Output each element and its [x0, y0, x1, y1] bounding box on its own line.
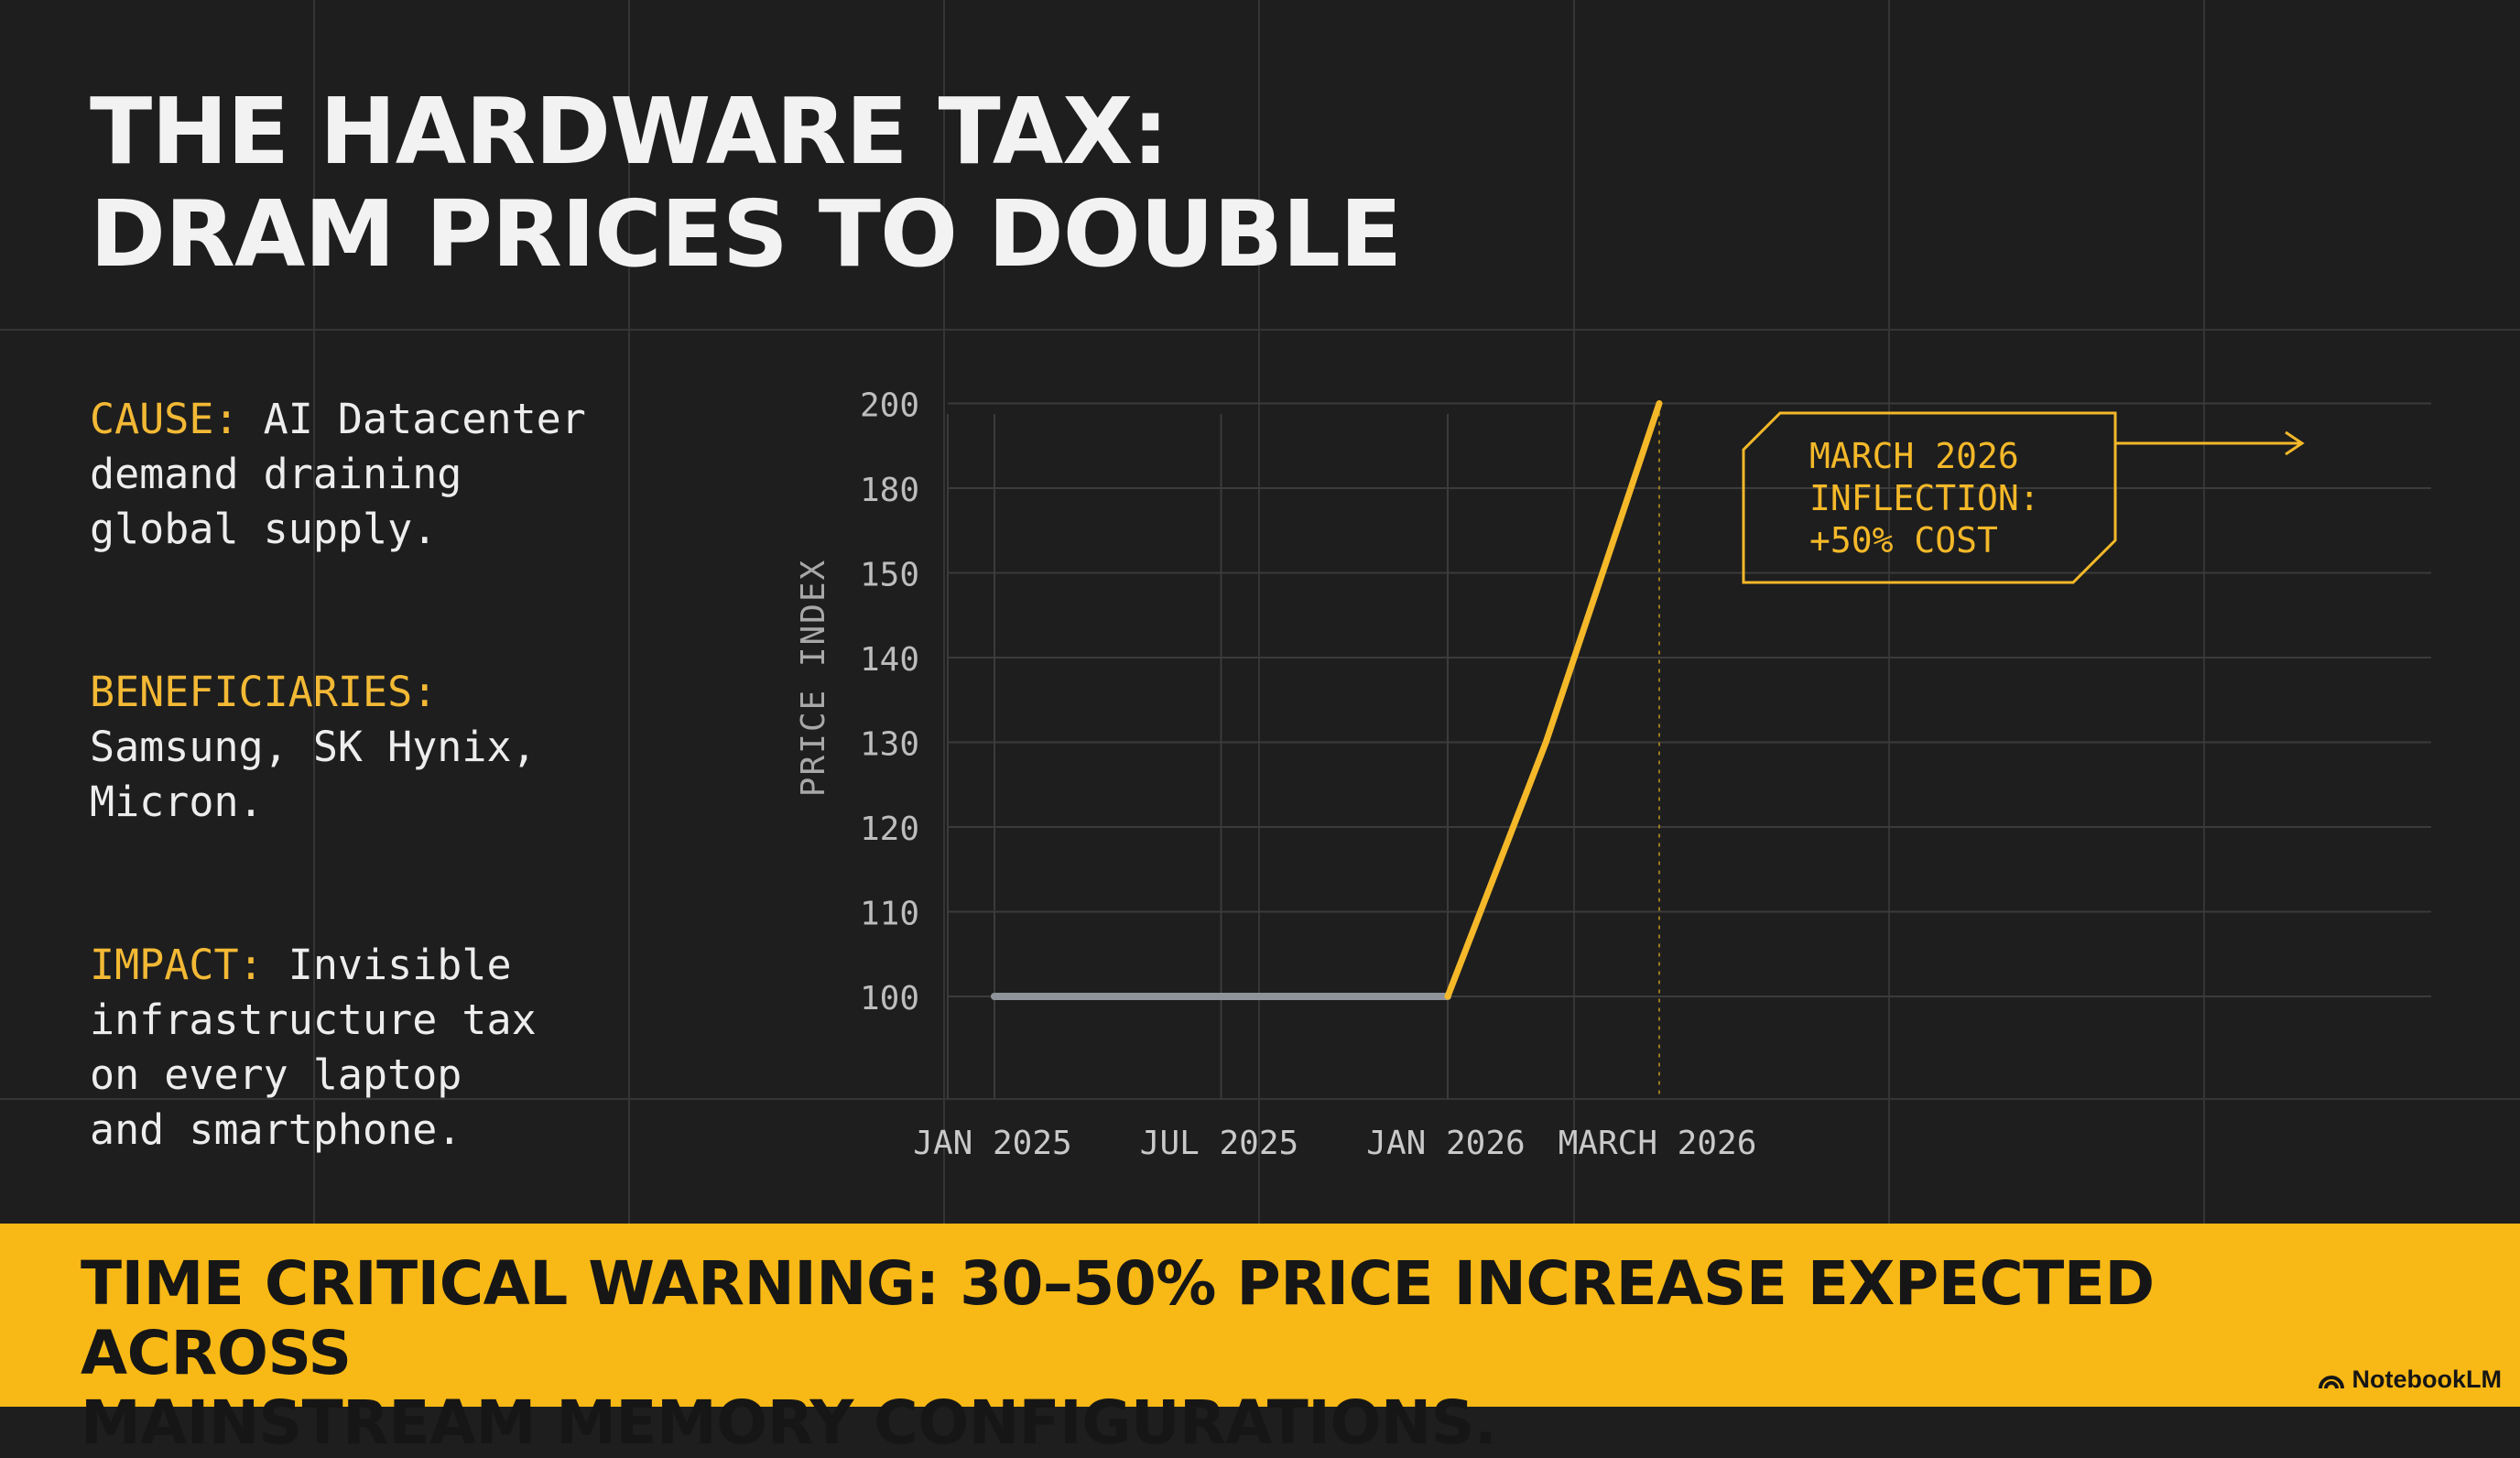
key-points-panel: CAUSE: AI Datacenter demand draining glo…	[90, 392, 749, 1266]
background-grid	[0, 0, 2520, 1224]
warning-line-2: MAINSTREAM MEMORY CONFIGURATIONS.	[81, 1387, 1497, 1458]
annotation-text: INFLECTION:	[1809, 478, 2040, 518]
y-axis-label: PRICE INDEX	[795, 559, 832, 797]
notebooklm-logo-icon	[2318, 1375, 2344, 1388]
price-index-chart: 100 110 120 130 140 150 180 200 JAN 2025 JUL 2025…	[795, 387, 2431, 1162]
chart-gridlines	[948, 402, 2431, 1099]
notebooklm-brand: NotebookLM	[2318, 1366, 2502, 1394]
y-tick-label: 120	[860, 811, 919, 848]
cause-text-3: global supply.	[90, 505, 438, 553]
y-tick-label: 180	[860, 472, 919, 509]
y-tick-label: 110	[860, 896, 919, 933]
impact-block: IMPACT: Invisible infrastructure tax on …	[90, 938, 749, 1158]
annotation-box	[1742, 411, 2117, 584]
impact-text-4: and smartphone.	[90, 1105, 462, 1154]
beneficiaries-text-2: Micron.	[90, 778, 264, 826]
warning-text: TIME CRITICAL WARNING: 30–50% PRICE INCR…	[81, 1249, 2370, 1458]
cause-block: CAUSE: AI Datacenter demand draining glo…	[90, 392, 749, 557]
impact-label: IMPACT:	[90, 941, 264, 989]
annotation-text: +50% COST	[1809, 520, 1998, 560]
x-tick-label: JAN 2025	[913, 1125, 1071, 1162]
warning-line-1: TIME CRITICAL WARNING: 30–50% PRICE INCR…	[81, 1248, 2155, 1388]
annotation-text: MARCH 2026	[1809, 436, 2019, 476]
cause-text-2: demand draining	[90, 450, 462, 498]
title-line-1: THE HARDWARE TAX:	[90, 78, 1168, 185]
cause-label: CAUSE:	[90, 395, 239, 443]
y-tick-label: 140	[860, 641, 919, 679]
impact-text-3: on every laptop	[90, 1050, 462, 1099]
y-tick-label: 200	[860, 387, 919, 425]
brand-name: NotebookLM	[2352, 1366, 2502, 1393]
beneficiaries-block: BENEFICIARIES: Samsung, SK Hynix, Micron…	[90, 665, 749, 830]
beneficiaries-label: BENEFICIARIES:	[90, 668, 438, 716]
annotation-arrow-head	[2285, 430, 2305, 456]
x-tick-label: JUL 2025	[1140, 1125, 1298, 1162]
title-line-2: DRAM PRICES TO DOUBLE	[90, 180, 1402, 288]
impact-text-2: infrastructure tax	[90, 996, 537, 1044]
impact-text-1: Invisible	[288, 941, 512, 989]
cause-text-1: AI Datacenter	[263, 395, 586, 443]
x-tick-label: MARCH 2026	[1559, 1125, 1757, 1162]
x-tick-label: JAN 2026	[1366, 1125, 1525, 1162]
y-tick-label: 100	[860, 980, 919, 1017]
y-tick-label: 130	[860, 726, 919, 764]
y-tick-label: 150	[860, 557, 919, 594]
warning-banner	[0, 1224, 2520, 1407]
beneficiaries-text-1: Samsung, SK Hynix,	[90, 723, 537, 771]
surge-series-line	[1444, 400, 1663, 1000]
page-title: THE HARDWARE TAX: DRAM PRICES TO DOUBLE	[90, 78, 1402, 288]
